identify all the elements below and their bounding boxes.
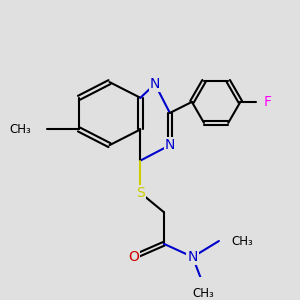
Text: CH₃: CH₃ xyxy=(10,123,32,136)
Text: S: S xyxy=(136,186,145,200)
Text: O: O xyxy=(128,250,139,264)
Text: N: N xyxy=(150,77,160,91)
Text: CH₃: CH₃ xyxy=(193,287,214,300)
Text: N: N xyxy=(165,138,175,152)
Text: N: N xyxy=(188,250,198,264)
Text: CH₃: CH₃ xyxy=(231,235,253,248)
Text: F: F xyxy=(264,95,272,109)
